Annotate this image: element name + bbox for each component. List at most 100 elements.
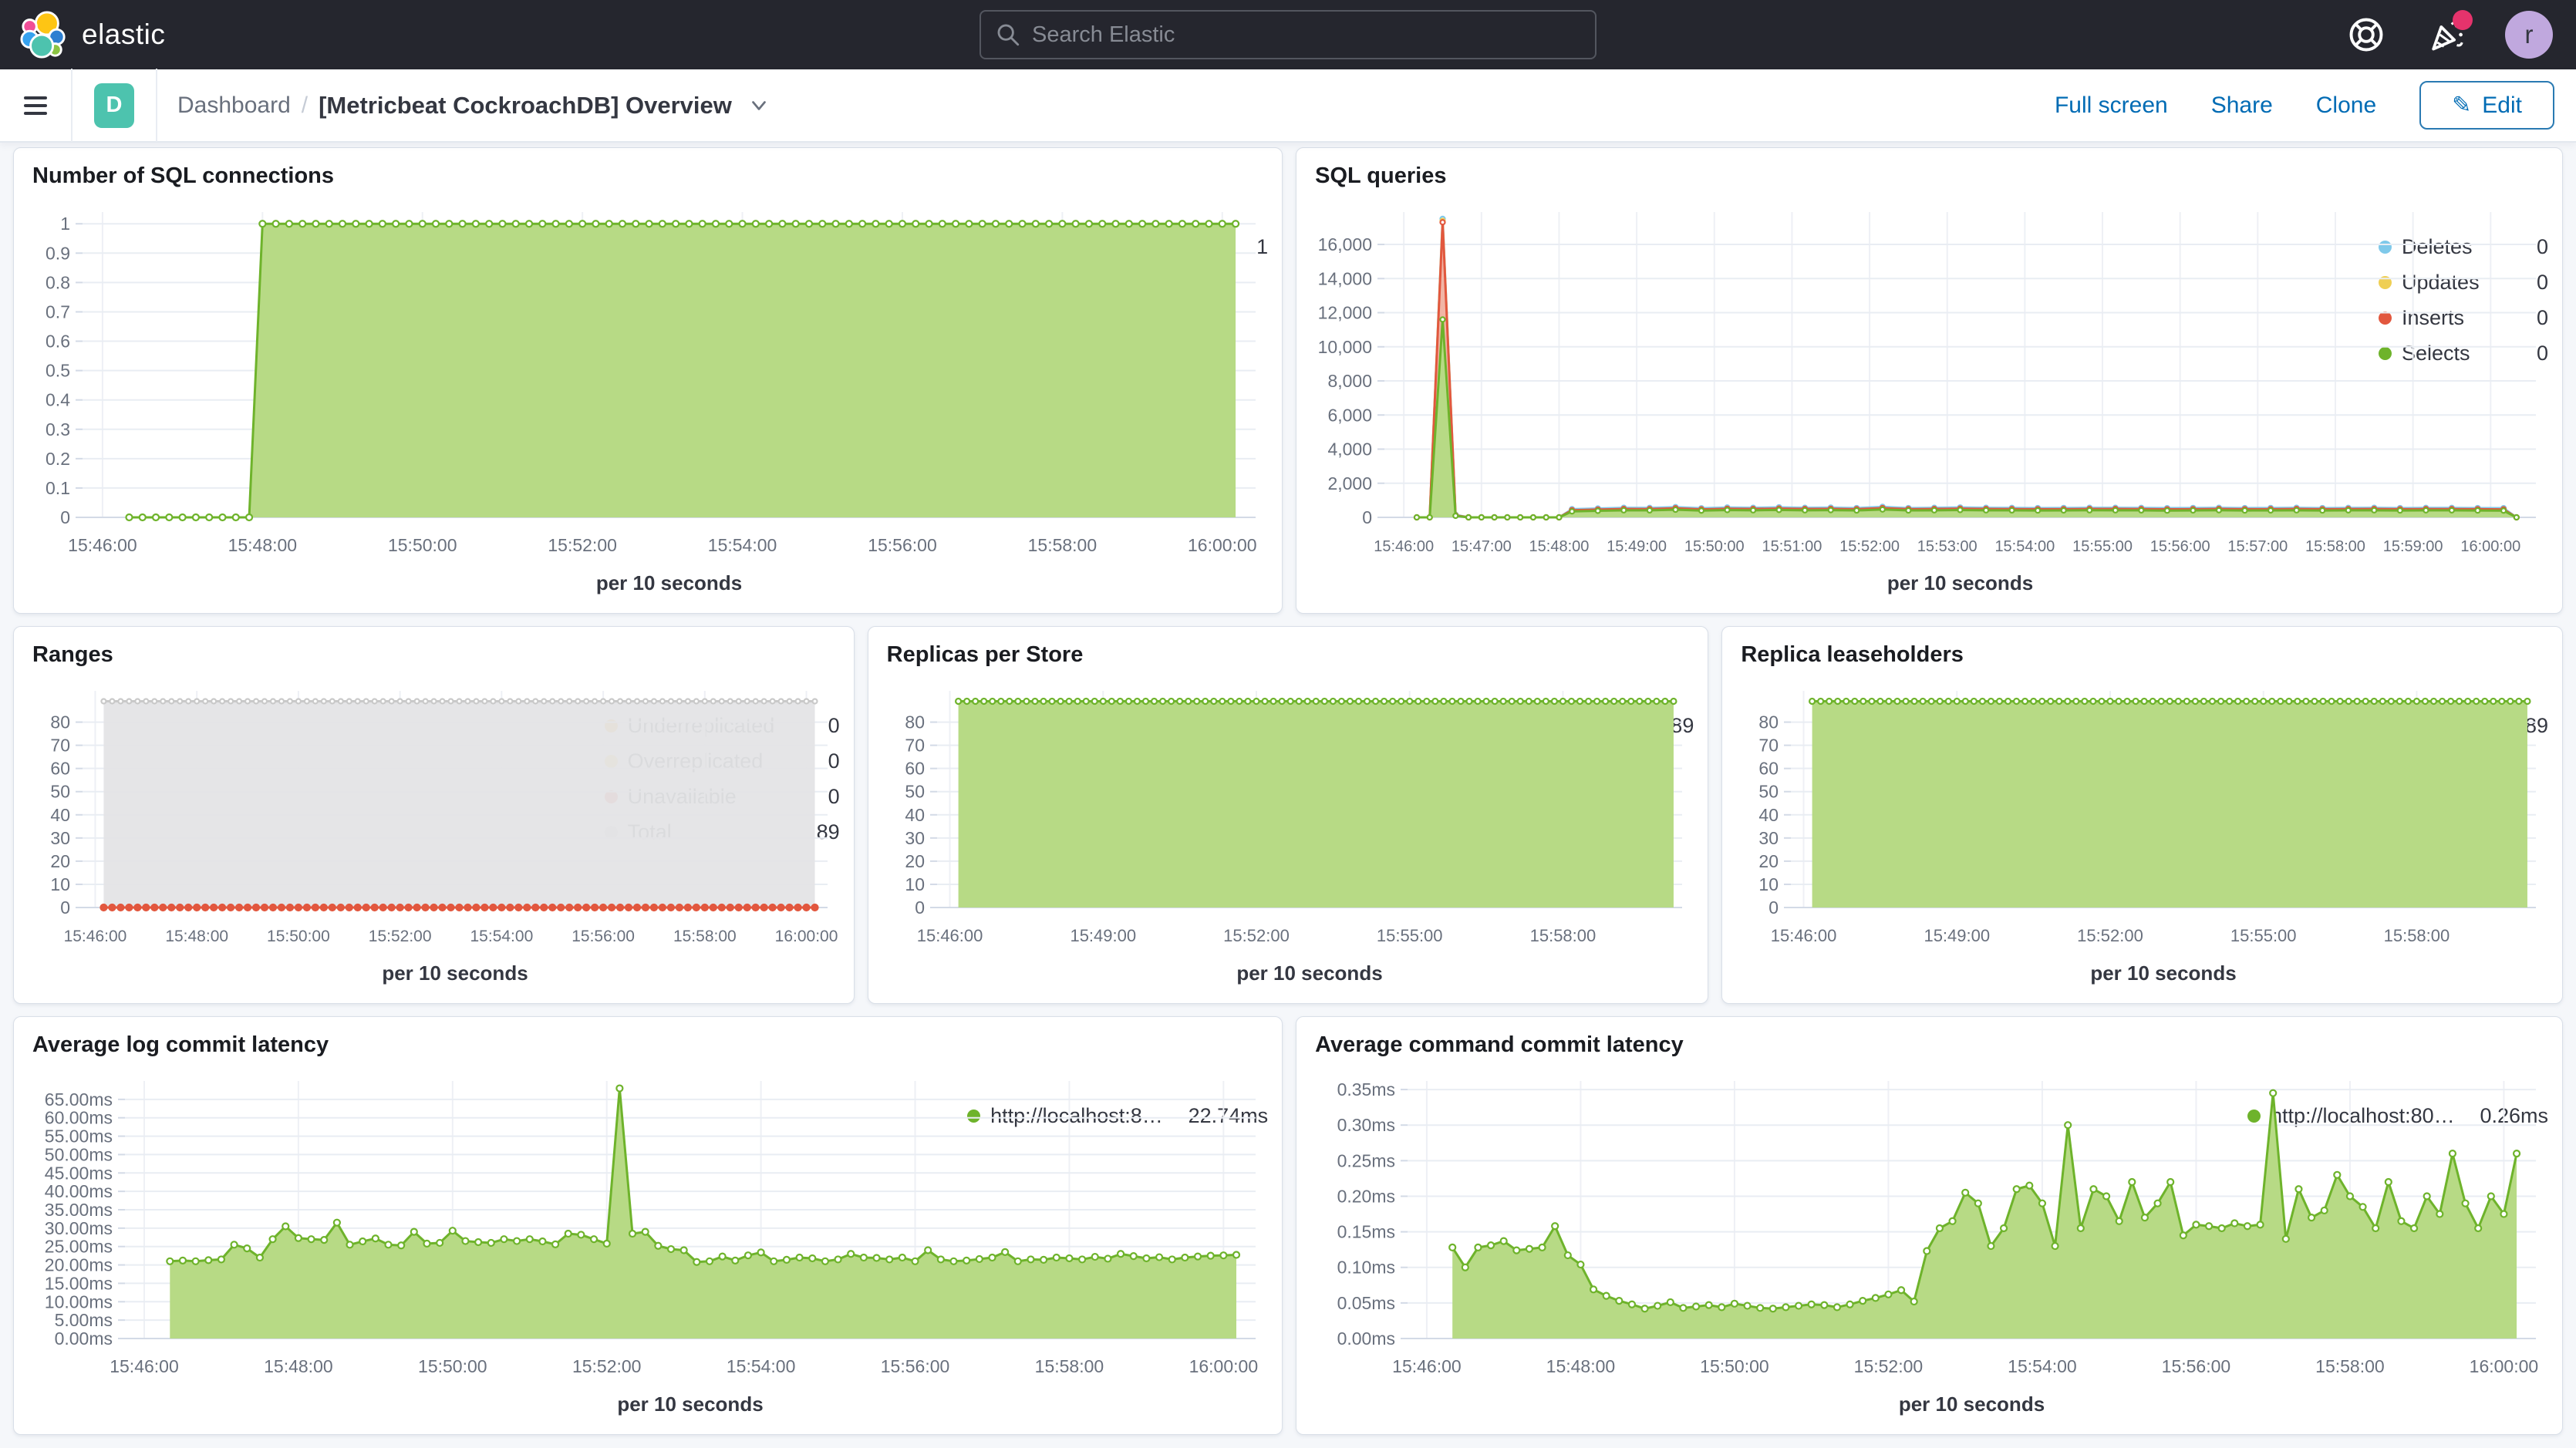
legend-value: 89 <box>2524 714 2549 737</box>
legend-value: 89 <box>816 820 840 844</box>
panel-title[interactable]: Replica leaseholders <box>1741 642 1964 667</box>
legend-value: 0 <box>828 749 840 773</box>
legend-item[interactable]: Selects 0 <box>2379 342 2548 365</box>
svg-text:55.00ms: 55.00ms <box>45 1126 113 1147</box>
svg-text:per 10 seconds: per 10 seconds <box>596 571 742 594</box>
ranges-area-chart[interactable]: 15:46:00 15:48:00 15:50:00 15:52:00 15:54:00… <box>17 669 838 1000</box>
svg-text:10: 10 <box>905 874 925 894</box>
svg-text:15:58:00: 15:58:00 <box>2305 538 2365 555</box>
svg-text:70: 70 <box>905 736 925 756</box>
svg-text:15:48:00: 15:48:00 <box>165 928 228 945</box>
svg-text:45.00ms: 45.00ms <box>45 1163 113 1183</box>
svg-text:0: 0 <box>1769 897 1779 918</box>
svg-text:50: 50 <box>905 782 925 802</box>
hamburger-icon <box>24 96 47 99</box>
sql-connections-area-chart[interactable]: 15:46:00 15:48:00 15:50:00 15:52:00 15:54:00… <box>17 190 1257 610</box>
dashboard-app-badge[interactable]: D <box>94 83 134 128</box>
svg-text:15:56:00: 15:56:00 <box>2150 538 2210 555</box>
svg-text:30: 30 <box>905 828 925 848</box>
svg-text:40.00ms: 40.00ms <box>45 1181 113 1201</box>
svg-text:15:52:00: 15:52:00 <box>548 535 617 555</box>
legend-value: 0 <box>2536 235 2548 258</box>
svg-text:15:54:00: 15:54:00 <box>708 535 777 555</box>
command-commit-latency-area-chart[interactable]: 15:46:00 15:48:00 15:50:00 15:52:00 15:54:00… <box>1300 1059 2539 1431</box>
clone-button[interactable]: Clone <box>2315 92 2377 118</box>
notification-dot <box>2453 10 2473 30</box>
share-button[interactable]: Share <box>2210 92 2273 118</box>
svg-text:15:54:00: 15:54:00 <box>727 1356 796 1376</box>
legend-value: 0 <box>2536 342 2548 365</box>
legend-item[interactable]: http://localhost:8080... 0.26ms <box>2247 1104 2548 1128</box>
svg-text:14,000: 14,000 <box>1318 268 1372 288</box>
legend-swatch <box>2379 347 2392 360</box>
svg-text:per 10 seconds: per 10 seconds <box>1887 571 2033 594</box>
svg-text:20: 20 <box>1759 851 1779 871</box>
svg-text:50.00ms: 50.00ms <box>45 1144 113 1164</box>
logo-text: elastic <box>82 19 166 50</box>
svg-text:15:46:00: 15:46:00 <box>64 928 127 945</box>
elastic-logo[interactable]: elastic <box>0 11 165 59</box>
svg-text:65.00ms: 65.00ms <box>45 1089 113 1110</box>
replicas-per-store-area-chart[interactable]: 15:46:00 15:49:00 15:52:00 15:55:00 15:58:00… <box>872 669 1682 1000</box>
chart-legend: http://localhost:8080... 0.26ms <box>2247 1059 2556 1431</box>
legend-value: 0.26ms <box>2480 1104 2548 1127</box>
panel-title[interactable]: Number of SQL connections <box>32 163 335 188</box>
edit-button[interactable]: ✎ Edit <box>2419 81 2554 130</box>
user-avatar[interactable]: r <box>2505 11 2553 59</box>
svg-text:15:46:00: 15:46:00 <box>1374 538 1434 555</box>
svg-text:0.10ms: 0.10ms <box>1337 1258 1395 1278</box>
search-placeholder: Search Elastic <box>1032 22 1175 47</box>
whats-new-button[interactable] <box>2425 10 2473 56</box>
breadcrumb-dashboard[interactable]: Dashboard <box>177 92 291 118</box>
svg-text:50: 50 <box>1759 782 1779 802</box>
legend-value: 0 <box>828 714 840 737</box>
panel-title[interactable]: Average log commit latency <box>32 1032 329 1057</box>
svg-text:16:00:00: 16:00:00 <box>1188 535 1257 555</box>
panel-title[interactable]: Average command commit latency <box>1315 1032 1684 1057</box>
breadcrumb: Dashboard / [Metricbeat CockroachDB] Ove… <box>157 92 770 120</box>
legend-value: 0 <box>2536 306 2548 329</box>
main-menu-button[interactable] <box>0 69 72 142</box>
legend-item[interactable]: http://localhost:808... 22.74ms <box>967 1104 1268 1128</box>
svg-text:15:50:00: 15:50:00 <box>1700 1356 1769 1376</box>
full-screen-button[interactable]: Full screen <box>2054 92 2168 118</box>
svg-text:15:46:00: 15:46:00 <box>110 1356 179 1376</box>
svg-text:15:58:00: 15:58:00 <box>2315 1356 2385 1376</box>
svg-text:0.15ms: 0.15ms <box>1337 1222 1395 1242</box>
svg-text:50: 50 <box>50 782 70 802</box>
panel-title[interactable]: SQL queries <box>1315 163 1447 188</box>
page-title[interactable]: [Metricbeat CockroachDB] Overview <box>319 91 732 119</box>
svg-text:0.1: 0.1 <box>46 478 70 498</box>
panel-title[interactable]: Replicas per Store <box>886 642 1084 667</box>
svg-text:60: 60 <box>1759 759 1779 779</box>
svg-text:80: 80 <box>1759 712 1779 732</box>
svg-text:10: 10 <box>1759 874 1779 894</box>
help-button[interactable] <box>2345 13 2388 56</box>
svg-text:0.2: 0.2 <box>46 449 70 469</box>
svg-text:0.6: 0.6 <box>46 332 70 352</box>
svg-text:15:52:00: 15:52:00 <box>1839 538 1900 555</box>
svg-text:10,000: 10,000 <box>1318 337 1372 357</box>
svg-text:16:00:00: 16:00:00 <box>1189 1356 1259 1376</box>
log-commit-latency-area-chart[interactable]: 15:46:00 15:48:00 15:50:00 15:52:00 15:54:00… <box>17 1059 1258 1431</box>
panel-number-of-sql-connections: Number of SQL connections 15:46:00 15:48:… <box>13 147 1283 614</box>
svg-text:per 10 seconds: per 10 seconds <box>382 961 528 985</box>
svg-text:0.9: 0.9 <box>46 243 70 263</box>
chevron-down-icon[interactable] <box>747 94 770 117</box>
svg-text:4,000: 4,000 <box>1328 439 1373 460</box>
sql-queries-area-chart[interactable]: 15:46:00 15:47:00 15:48:00 15:49:00 15:50:00… <box>1300 190 2537 610</box>
panel-title[interactable]: Ranges <box>32 642 113 667</box>
svg-text:40: 40 <box>905 805 925 825</box>
panel-ranges: Ranges 15:46:00 15:48:00 15:50:00 15:52:00 1… <box>13 626 855 1004</box>
svg-text:15:50:00: 15:50:00 <box>1684 538 1745 555</box>
svg-text:15:49:00: 15:49:00 <box>1607 538 1667 555</box>
svg-text:0.3: 0.3 <box>46 419 70 439</box>
replica-leaseholders-area-chart[interactable]: 15:46:00 15:49:00 15:52:00 15:55:00 15:58:00… <box>1725 669 2537 1000</box>
svg-text:0.05ms: 0.05ms <box>1337 1293 1395 1313</box>
svg-text:15:49:00: 15:49:00 <box>1924 926 1991 945</box>
svg-text:15:58:00: 15:58:00 <box>673 928 737 945</box>
legend-item[interactable]: Inserts 0 <box>2379 306 2548 330</box>
svg-text:per 10 seconds: per 10 seconds <box>2091 961 2237 985</box>
svg-text:5.00ms: 5.00ms <box>55 1310 113 1330</box>
global-search-input[interactable]: Search Elastic <box>979 10 1597 59</box>
